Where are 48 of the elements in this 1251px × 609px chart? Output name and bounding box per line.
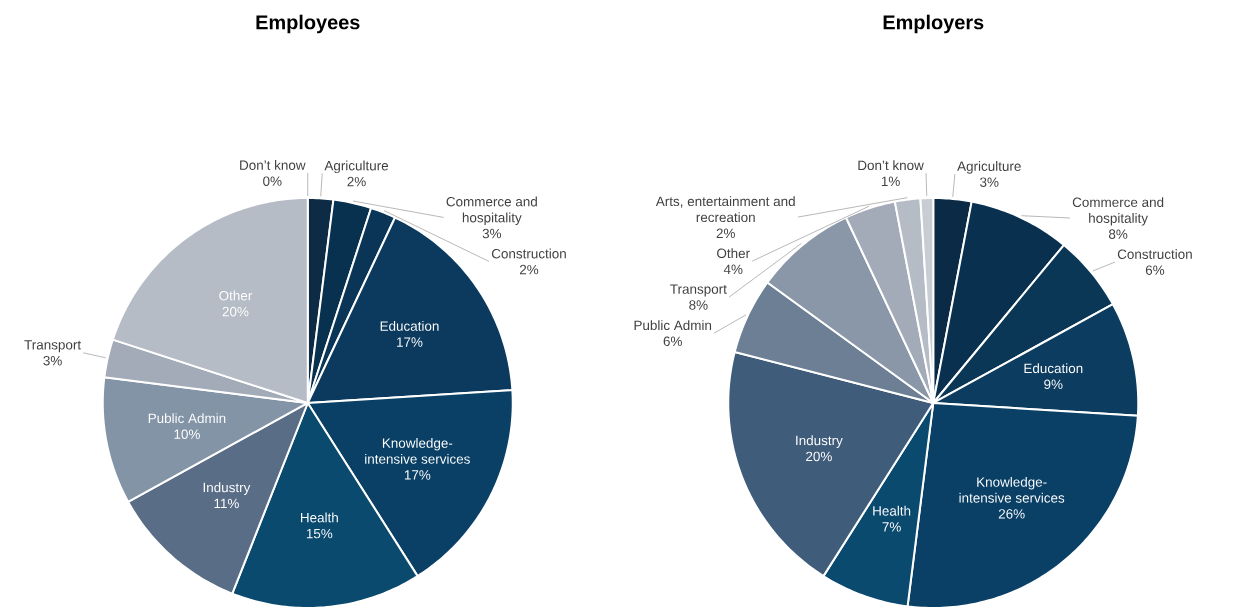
data-label: 17% bbox=[404, 470, 431, 480]
data-label: 8% bbox=[1108, 229, 1128, 239]
slice-label: Agriculture bbox=[324, 160, 389, 174]
slice-label: Other bbox=[219, 290, 253, 301]
data-label: 2% bbox=[519, 264, 539, 275]
slice-label: Public Admin bbox=[634, 320, 712, 331]
slice-label: Health bbox=[301, 512, 338, 523]
slice-label: Industry bbox=[796, 435, 843, 448]
slice-label: Commerce and hospitality bbox=[1072, 197, 1164, 226]
slice-label: Don’t know bbox=[858, 160, 924, 171]
slice-label: Other bbox=[717, 248, 750, 259]
data-label: 26% bbox=[998, 509, 1025, 519]
data-label: 9% bbox=[1044, 379, 1063, 390]
data-label: 2% bbox=[347, 176, 366, 187]
slice-label: Education bbox=[380, 320, 439, 331]
data-label: 3% bbox=[482, 228, 502, 239]
data-label: 8% bbox=[689, 300, 708, 310]
data-label: 11% bbox=[214, 498, 239, 509]
slice-label: Commerce and hospitality bbox=[446, 196, 537, 226]
data-label: 6% bbox=[1145, 265, 1165, 275]
slice-label: Construction bbox=[1117, 249, 1192, 259]
data-label: 20% bbox=[806, 451, 832, 462]
data-label: 17% bbox=[397, 337, 423, 347]
slice-label: Education bbox=[1024, 363, 1083, 374]
data-label: 1% bbox=[881, 176, 900, 186]
slice-label: Transport bbox=[24, 340, 81, 353]
data-label: 10% bbox=[174, 429, 200, 439]
data-label: 20% bbox=[222, 306, 249, 317]
slice-label: Agriculture bbox=[957, 161, 1021, 174]
slice-label: Knowledge-intensive services bbox=[365, 437, 470, 464]
slice-label: Construction bbox=[491, 248, 566, 259]
slice-label: Arts, entertainment and recreation bbox=[655, 196, 795, 223]
slice-label: Knowledge-intensive services bbox=[959, 476, 1065, 503]
data-label: 6% bbox=[663, 336, 682, 347]
data-label: 4% bbox=[723, 264, 743, 274]
data-label: 3% bbox=[980, 177, 999, 187]
data-label: 3% bbox=[43, 355, 62, 366]
category-label: Don’t know bbox=[240, 160, 306, 170]
data-label: 2% bbox=[716, 228, 735, 238]
slice-label: Transport bbox=[670, 284, 727, 297]
slice-label: Health bbox=[873, 505, 911, 516]
chart-title: Employers bbox=[883, 14, 984, 34]
chart-title: Employees bbox=[256, 14, 360, 34]
text: 0% bbox=[263, 176, 282, 186]
slice-label: Public Admin bbox=[148, 413, 226, 424]
data-label: 15% bbox=[306, 528, 333, 539]
slice-label: Industry bbox=[203, 482, 251, 495]
data-label: 7% bbox=[882, 522, 901, 532]
